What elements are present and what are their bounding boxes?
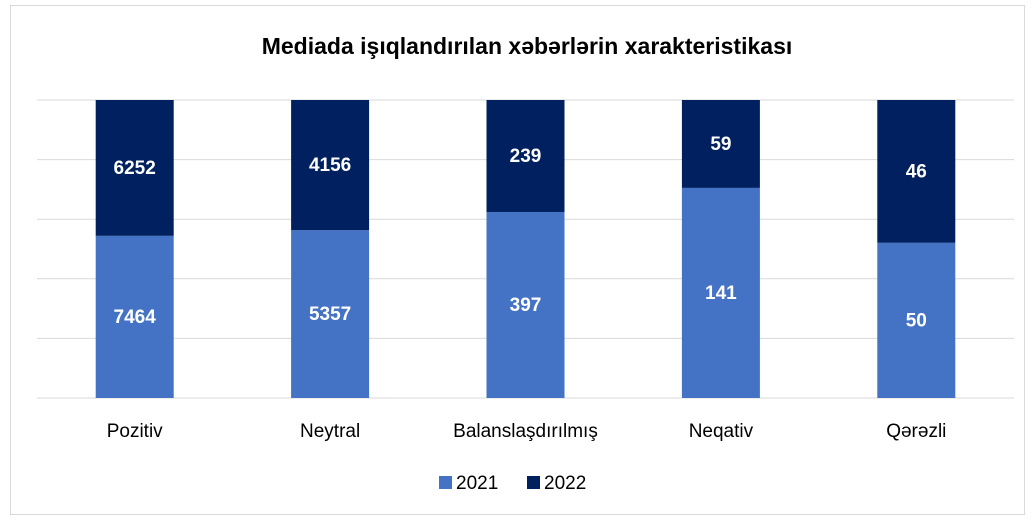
- data-label: 50: [906, 310, 927, 331]
- data-label: 141: [705, 283, 737, 304]
- data-label: 5357: [309, 304, 351, 325]
- data-label: 6252: [114, 158, 156, 179]
- data-label: 46: [906, 161, 927, 182]
- x-tick-label: Balanslaşdırılmış: [453, 421, 598, 442]
- data-label: 7464: [114, 307, 157, 328]
- bar-segment: [486, 211, 565, 398]
- bar-segment: [877, 242, 956, 398]
- x-tick-label: Pozitiv: [107, 421, 163, 442]
- data-label: 59: [710, 134, 731, 155]
- bar-segment: [291, 100, 370, 231]
- bar-segment: [486, 100, 565, 212]
- bar-segment: [95, 235, 174, 398]
- bar-segment: [681, 187, 760, 398]
- data-label: 239: [510, 146, 542, 167]
- chart-title: Mediada işıqlandırılan xəbərlərin xarakt…: [262, 33, 793, 59]
- legend-label: 2022: [544, 473, 586, 494]
- x-tick-label: Neytral: [300, 421, 360, 442]
- bar-segment: [291, 230, 370, 398]
- data-label: 397: [510, 295, 542, 316]
- data-label: 4156: [309, 155, 351, 176]
- bar-segment: [95, 100, 174, 236]
- legend-swatch: [439, 476, 452, 489]
- x-tick-label: Neqativ: [689, 421, 754, 442]
- bar-segment: [681, 100, 760, 188]
- legend-label: 2021: [456, 473, 498, 494]
- legend-swatch: [527, 476, 540, 489]
- bar-segment: [877, 100, 956, 243]
- x-tick-label: Qərəzli: [886, 421, 946, 442]
